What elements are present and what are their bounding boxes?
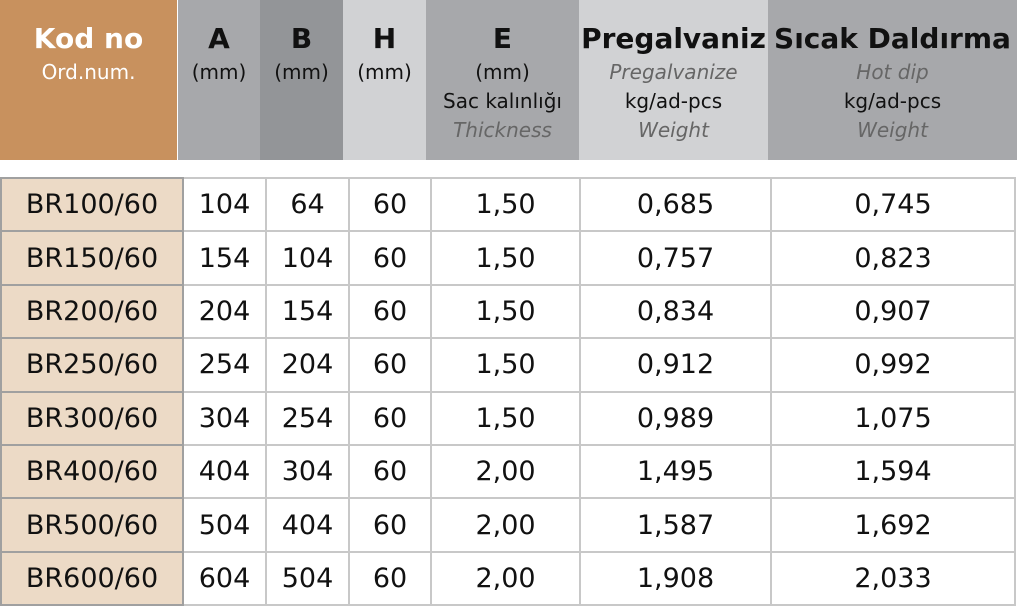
cell-hot-dip: 0,823 — [770, 230, 1016, 286]
cell-a: 204 — [182, 283, 267, 340]
cell-e: 1,50 — [430, 176, 581, 233]
header-hot-dip: Sıcak Daldırma Hot dip kg/ad-pcs Weight — [768, 0, 1017, 160]
cell-h: 60 — [348, 230, 432, 286]
header-pre-title: Pregalvaniz — [581, 22, 766, 55]
cell-b: 304 — [265, 443, 350, 500]
header-code: Kod no Ord.num. — [0, 0, 177, 160]
cell-hot-dip: 0,992 — [770, 337, 1016, 393]
header-b: B (mm) — [260, 0, 343, 160]
cell-pregalvaniz: 0,912 — [579, 337, 772, 393]
cell-code: BR200/60 — [0, 283, 184, 340]
cell-e: 1,50 — [430, 283, 581, 340]
header-hot-en: Hot dip — [856, 60, 929, 84]
header-pre-unit: kg/ad-pcs — [624, 89, 723, 113]
cell-h: 60 — [348, 337, 432, 393]
cell-a: 304 — [182, 390, 267, 446]
cell-hot-dip: 1,692 — [770, 497, 1016, 553]
cell-b: 204 — [265, 337, 350, 393]
cell-h: 60 — [348, 283, 432, 340]
cell-hot-dip: 0,907 — [770, 283, 1016, 340]
cell-e: 2,00 — [430, 443, 581, 500]
cell-code: BR400/60 — [0, 443, 184, 500]
cell-code: BR150/60 — [0, 230, 184, 286]
header-code-sub: Ord.num. — [41, 60, 136, 84]
header-e-en: Thickness — [453, 118, 552, 142]
cell-hot-dip: 0,745 — [770, 176, 1016, 233]
cell-e: 2,00 — [430, 497, 581, 553]
cell-h: 60 — [348, 497, 432, 553]
table-row: BR500/60 504 404 60 2,00 1,587 1,692 — [0, 497, 1016, 553]
cell-b: 104 — [265, 230, 350, 286]
header-b-title: B — [290, 22, 313, 55]
cell-a: 604 — [182, 550, 267, 606]
table-row: BR600/60 604 504 60 2,00 1,908 2,033 — [0, 550, 1016, 606]
cell-pregalvaniz: 0,757 — [579, 230, 772, 286]
cell-e: 2,00 — [430, 550, 581, 606]
header-a-title: A — [208, 22, 230, 55]
table-row: BR100/60 104 64 60 1,50 0,685 0,745 — [0, 176, 1016, 233]
header-hot-sub: Weight — [857, 118, 928, 142]
header-e-title: E — [492, 22, 513, 55]
cell-code: BR300/60 — [0, 390, 184, 446]
cell-hot-dip: 2,033 — [770, 550, 1016, 606]
cell-code: BR600/60 — [0, 550, 184, 606]
header-h-title: H — [372, 22, 397, 55]
table-row: BR400/60 404 304 60 2,00 1,495 1,594 — [0, 443, 1016, 500]
cell-a: 504 — [182, 497, 267, 553]
cell-pregalvaniz: 0,685 — [579, 176, 772, 233]
header-e-sub: Sac kalınlığı — [443, 89, 562, 113]
cell-a: 254 — [182, 337, 267, 393]
cell-e: 1,50 — [430, 230, 581, 286]
cell-h: 60 — [348, 176, 432, 233]
cell-code: BR250/60 — [0, 337, 184, 393]
header-code-title: Kod no — [33, 22, 144, 55]
header-pre-en: Pregalvanize — [609, 60, 738, 84]
header-e: E (mm) Sac kalınlığı Thickness — [426, 0, 579, 160]
table-row: BR300/60 304 254 60 1,50 0,989 1,075 — [0, 390, 1016, 446]
cell-h: 60 — [348, 443, 432, 500]
cell-hot-dip: 1,594 — [770, 443, 1016, 500]
cell-pregalvaniz: 1,587 — [579, 497, 772, 553]
cell-hot-dip: 1,075 — [770, 390, 1016, 446]
cell-b: 254 — [265, 390, 350, 446]
cell-b: 154 — [265, 283, 350, 340]
cell-a: 104 — [182, 176, 267, 233]
cell-h: 60 — [348, 390, 432, 446]
cell-pregalvaniz: 0,834 — [579, 283, 772, 340]
cell-a: 154 — [182, 230, 267, 286]
header-h: H (mm) — [343, 0, 426, 160]
cell-a: 404 — [182, 443, 267, 500]
header-e-unit: (mm) — [475, 60, 530, 84]
cell-e: 1,50 — [430, 390, 581, 446]
header-hot-title: Sıcak Daldırma — [774, 22, 1011, 55]
header-h-unit: (mm) — [357, 60, 412, 84]
table-row: BR200/60 204 154 60 1,50 0,834 0,907 — [0, 283, 1016, 340]
cell-b: 64 — [265, 176, 350, 233]
cell-b: 404 — [265, 497, 350, 553]
header-b-unit: (mm) — [274, 60, 329, 84]
cell-code: BR100/60 — [0, 176, 184, 233]
header-a-unit: (mm) — [191, 60, 247, 84]
table-row: BR150/60 154 104 60 1,50 0,757 0,823 — [0, 230, 1016, 286]
cell-h: 60 — [348, 550, 432, 606]
cell-b: 504 — [265, 550, 350, 606]
cell-pregalvaniz: 0,989 — [579, 390, 772, 446]
cell-pregalvaniz: 1,495 — [579, 443, 772, 500]
header-a: A (mm) — [178, 0, 260, 160]
table-row: BR250/60 254 204 60 1,50 0,912 0,992 — [0, 337, 1016, 393]
header-hot-unit: kg/ad-pcs — [843, 89, 942, 113]
cell-e: 1,50 — [430, 337, 581, 393]
cell-pregalvaniz: 1,908 — [579, 550, 772, 606]
cell-code: BR500/60 — [0, 497, 184, 553]
product-table: BR100/60 104 64 60 1,50 0,685 0,745 BR150/60 154… — [0, 176, 1016, 606]
header-pre-sub: Weight — [638, 118, 709, 142]
header-pregalvaniz: Pregalvaniz Pregalvanize kg/ad-pcs Weigh… — [579, 0, 768, 160]
